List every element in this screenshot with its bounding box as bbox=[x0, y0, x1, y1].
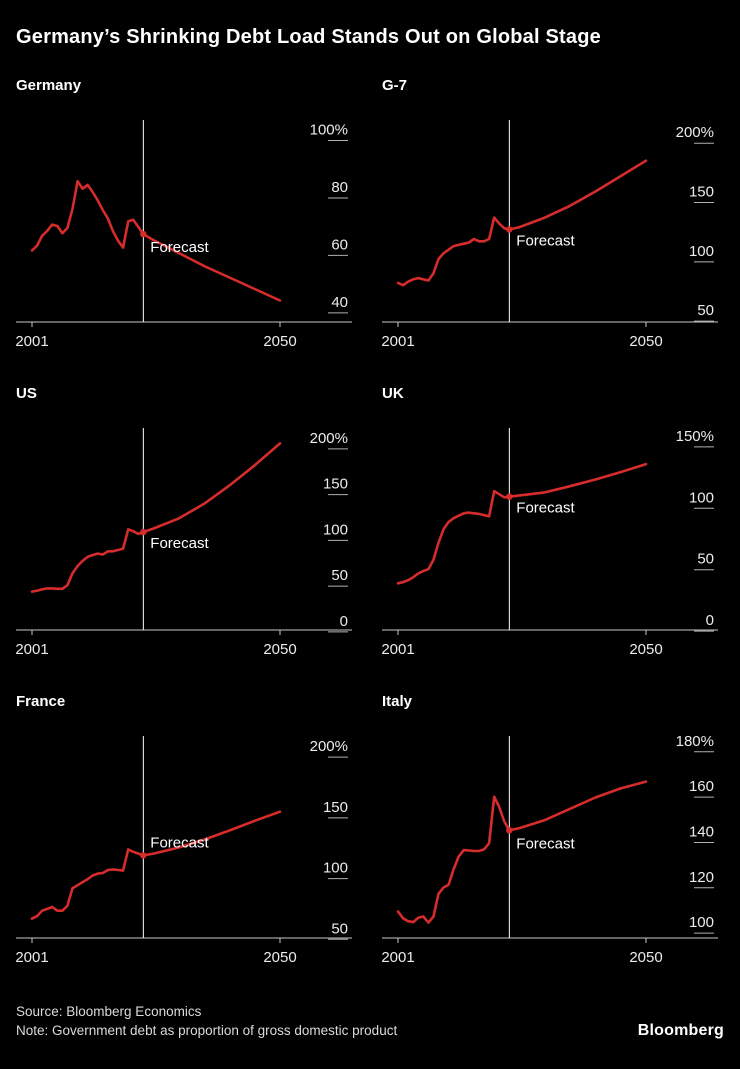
line-chart-italy: 2001 2050 180% 160 140 120 100 Forecast bbox=[382, 733, 718, 966]
y-tick-label: 140 bbox=[689, 823, 714, 840]
line-chart-g7: 2001 2050 200% 150 100 50 Forecast bbox=[382, 120, 718, 350]
y-tick-label: 160 bbox=[689, 778, 714, 795]
forecast-label: Forecast bbox=[150, 834, 209, 851]
forecast-dot bbox=[140, 528, 147, 536]
x-tick-label: 2050 bbox=[629, 333, 662, 350]
y-tick-label: 50 bbox=[331, 567, 348, 584]
debt-line bbox=[396, 159, 648, 287]
chart-panel-g7: G-7 2001 2050 200% 150 100 50 Forecast bbox=[382, 76, 724, 362]
y-tick-label: 150 bbox=[323, 799, 348, 816]
chart-grid: Germany 2001 2050 100% 80 60 40 Forecast G-7 2… bbox=[16, 76, 724, 978]
note-text: Note: Government debt as proportion of g… bbox=[16, 1023, 398, 1038]
y-tick-label: 50 bbox=[697, 551, 714, 568]
y-tick-label: 200% bbox=[676, 124, 714, 141]
debt-line bbox=[396, 780, 648, 924]
x-tick-label: 2050 bbox=[263, 641, 296, 658]
forecast-label: Forecast bbox=[150, 535, 209, 552]
chart-panel-germany: Germany 2001 2050 100% 80 60 40 Forecast bbox=[16, 76, 358, 362]
y-tick-label: 200% bbox=[310, 430, 348, 447]
x-tick-label: 2001 bbox=[382, 333, 415, 350]
chart-title: Germany bbox=[16, 77, 82, 94]
chart-panel-us: US 2001 2050 200% 150 100 50 0 Forecast bbox=[16, 384, 358, 670]
footer-notes: Source: Bloomberg Economics Note: Govern… bbox=[16, 1002, 397, 1040]
forecast-dot bbox=[140, 230, 147, 238]
y-tick-label: 100 bbox=[323, 521, 348, 538]
debt-line bbox=[396, 462, 648, 585]
x-tick-label: 2001 bbox=[382, 949, 415, 966]
y-tick-label: 100 bbox=[323, 860, 348, 877]
forecast-dot bbox=[506, 493, 513, 500]
y-tick-label: 50 bbox=[331, 920, 348, 937]
y-tick-label: 150 bbox=[689, 184, 714, 201]
line-chart-us: 2001 2050 200% 150 100 50 0 Forecast bbox=[16, 428, 352, 658]
y-tick-label: 60 bbox=[331, 236, 348, 253]
chart-title: US bbox=[16, 385, 37, 402]
x-tick-label: 2001 bbox=[16, 641, 49, 658]
x-tick-label: 2001 bbox=[16, 949, 49, 966]
line-chart-uk: 2001 2050 150% 100 50 0 Forecast bbox=[382, 428, 718, 658]
bloomberg-logo: Bloomberg bbox=[637, 1022, 724, 1039]
y-tick-label: 40 bbox=[331, 294, 348, 311]
forecast-dot bbox=[140, 852, 147, 859]
chart-title: France bbox=[16, 693, 66, 710]
y-tick-label: 100 bbox=[689, 489, 714, 506]
forecast-label: Forecast bbox=[516, 835, 575, 852]
chart-title: G-7 bbox=[382, 77, 408, 94]
y-tick-label: 150 bbox=[323, 476, 348, 493]
chart-title: UK bbox=[382, 385, 404, 402]
chart-panel-italy: Italy 2001 2050 180% 160 140 120 100 Forecast bbox=[382, 692, 724, 978]
debt-line bbox=[30, 442, 282, 593]
x-tick-label: 2050 bbox=[263, 949, 296, 966]
line-chart-france: 2001 2050 200% 150 100 50 Forecast bbox=[16, 736, 352, 966]
x-tick-label: 2050 bbox=[263, 333, 296, 350]
y-tick-label: 150% bbox=[676, 428, 714, 445]
source-text: Source: Bloomberg Economics bbox=[16, 1004, 202, 1019]
forecast-dot bbox=[506, 827, 513, 834]
y-tick-label: 200% bbox=[310, 738, 348, 755]
y-tick-label: 0 bbox=[340, 613, 348, 630]
y-tick-label: 50 bbox=[697, 302, 714, 319]
x-tick-label: 2001 bbox=[382, 641, 415, 658]
x-tick-label: 2050 bbox=[629, 641, 662, 658]
forecast-label: Forecast bbox=[150, 239, 209, 256]
page-title: Germany’s Shrinking Debt Load Stands Out… bbox=[16, 26, 601, 48]
chart-title: Italy bbox=[382, 693, 413, 710]
y-tick-label: 100 bbox=[689, 914, 714, 931]
forecast-label: Forecast bbox=[516, 500, 575, 517]
x-tick-label: 2001 bbox=[16, 333, 49, 350]
line-chart-germany: 2001 2050 100% 80 60 40 Forecast bbox=[16, 120, 352, 350]
chart-panel-uk: UK 2001 2050 150% 100 50 0 Forecast bbox=[382, 384, 724, 670]
debt-line bbox=[30, 179, 282, 302]
y-tick-label: 100 bbox=[689, 243, 714, 260]
x-tick-label: 2050 bbox=[629, 949, 662, 966]
footer: Source: Bloomberg Economics Note: Govern… bbox=[16, 1002, 724, 1040]
chart-panel-france: France 2001 2050 200% 150 100 50 Forecast bbox=[16, 692, 358, 978]
y-tick-label: 180% bbox=[676, 733, 714, 750]
y-tick-label: 120 bbox=[689, 869, 714, 886]
forecast-dot bbox=[506, 226, 513, 233]
y-tick-label: 100% bbox=[310, 121, 348, 138]
y-tick-label: 0 bbox=[706, 612, 714, 629]
forecast-label: Forecast bbox=[516, 233, 575, 250]
debt-line bbox=[30, 810, 282, 920]
y-tick-label: 80 bbox=[331, 179, 348, 196]
